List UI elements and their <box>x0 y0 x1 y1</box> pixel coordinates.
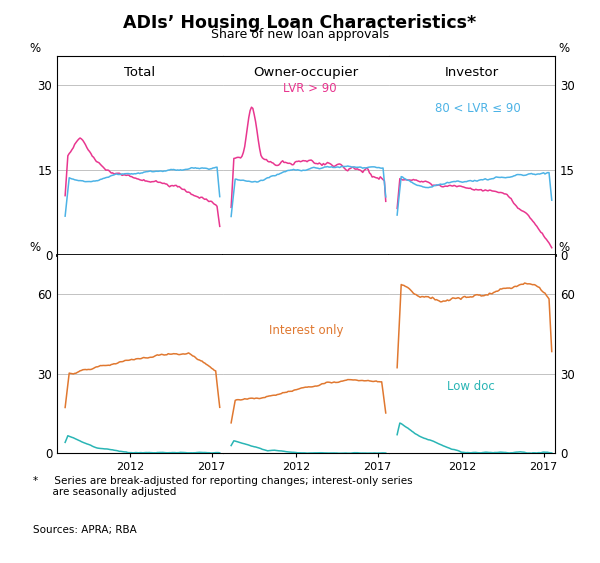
Text: LVR > 90: LVR > 90 <box>283 82 337 95</box>
Text: Sources: APRA; RBA: Sources: APRA; RBA <box>33 525 137 535</box>
Text: Owner-occupier: Owner-occupier <box>253 66 359 79</box>
Text: %: % <box>559 242 569 254</box>
Text: 80 < LVR ≤ 90: 80 < LVR ≤ 90 <box>436 102 521 115</box>
Text: ADIs’ Housing Loan Characteristics*: ADIs’ Housing Loan Characteristics* <box>124 14 476 32</box>
Text: %: % <box>29 42 40 55</box>
Text: Interest only: Interest only <box>269 324 344 337</box>
Text: Low doc: Low doc <box>447 379 495 393</box>
Text: %: % <box>559 42 569 55</box>
Text: Share of new loan approvals: Share of new loan approvals <box>211 28 389 41</box>
Text: Investor: Investor <box>445 66 499 79</box>
Text: Total: Total <box>124 66 155 79</box>
Text: *     Series are break-adjusted for reporting changes; interest-only series
    : * Series are break-adjusted for reportin… <box>33 476 413 497</box>
Text: %: % <box>29 242 40 254</box>
